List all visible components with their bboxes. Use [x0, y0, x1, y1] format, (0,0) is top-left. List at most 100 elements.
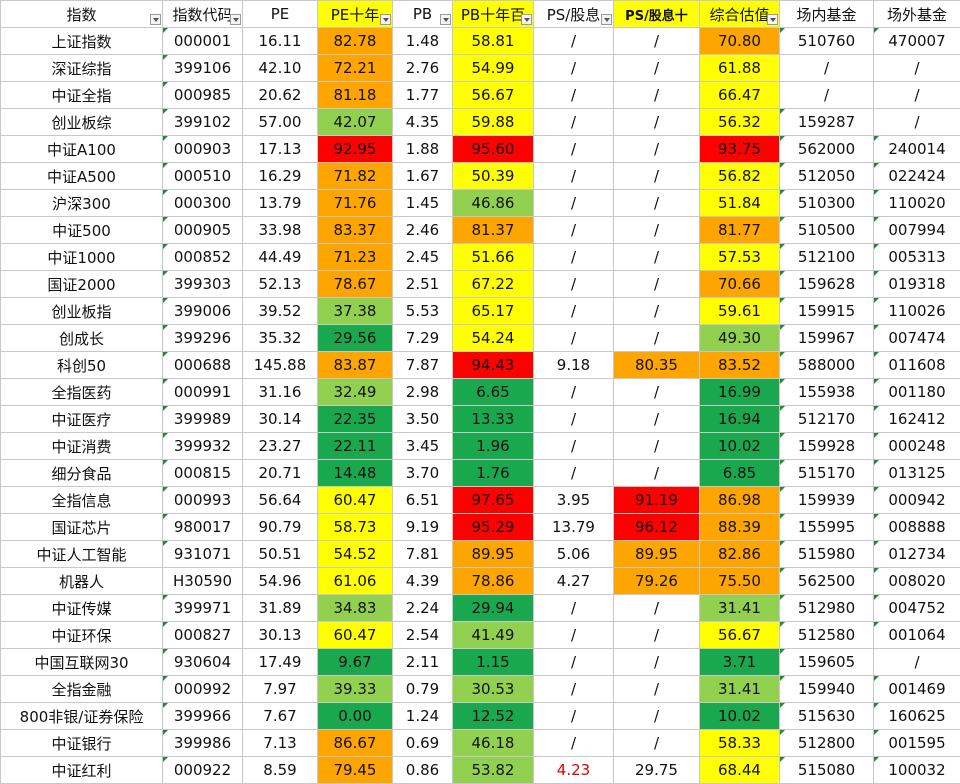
ps-dividend-10y-cell[interactable]: /	[614, 703, 700, 730]
pe-cell[interactable]: 50.51	[243, 541, 318, 568]
otc-fund-cell[interactable]: 000942	[874, 487, 960, 514]
ps-dividend-cell[interactable]: /	[534, 676, 614, 703]
pb-10y-percentile-cell[interactable]: 54.24	[453, 325, 534, 352]
index-code-cell[interactable]: 399303	[163, 271, 243, 298]
exchange-fund-cell[interactable]: 159287	[780, 109, 874, 136]
pb-cell[interactable]: 2.98	[393, 379, 453, 406]
exchange-fund-cell[interactable]: /	[780, 82, 874, 109]
index-code-cell[interactable]: 399986	[163, 730, 243, 757]
composite-score-cell[interactable]: 49.30	[700, 325, 780, 352]
ps-dividend-10y-cell[interactable]: /	[614, 298, 700, 325]
otc-fund-cell[interactable]: 008888	[874, 514, 960, 541]
pb-cell[interactable]: 2.76	[393, 55, 453, 82]
exchange-fund-cell[interactable]: 588000	[780, 352, 874, 379]
pb-10y-percentile-cell[interactable]: 1.15	[453, 649, 534, 676]
col-header-ps[interactable]: PS/股息	[534, 1, 614, 28]
ps-dividend-cell[interactable]: /	[534, 379, 614, 406]
otc-fund-cell[interactable]: /	[874, 82, 960, 109]
otc-fund-cell[interactable]: 162412	[874, 406, 960, 433]
pb-cell[interactable]: 0.86	[393, 757, 453, 784]
ps-dividend-cell[interactable]: /	[534, 109, 614, 136]
otc-fund-cell[interactable]: 019318	[874, 271, 960, 298]
pe-10y-percentile-cell[interactable]: 34.83	[318, 595, 393, 622]
otc-fund-cell[interactable]: 110020	[874, 190, 960, 217]
pb-cell[interactable]: 7.29	[393, 325, 453, 352]
index-code-cell[interactable]: 000001	[163, 28, 243, 55]
exchange-fund-cell[interactable]: 512800	[780, 730, 874, 757]
index-name-cell[interactable]: 沪深300	[1, 190, 163, 217]
pe-10y-percentile-cell[interactable]: 82.78	[318, 28, 393, 55]
exchange-fund-cell[interactable]: 512980	[780, 595, 874, 622]
ps-dividend-cell[interactable]: /	[534, 730, 614, 757]
composite-score-cell[interactable]: 6.85	[700, 460, 780, 487]
ps-dividend-10y-cell[interactable]: /	[614, 28, 700, 55]
col-header-pb[interactable]: PB	[393, 1, 453, 28]
exchange-fund-cell[interactable]: 159928	[780, 433, 874, 460]
pe-cell[interactable]: 8.59	[243, 757, 318, 784]
index-code-cell[interactable]: 000510	[163, 163, 243, 190]
pb-10y-percentile-cell[interactable]: 50.39	[453, 163, 534, 190]
exchange-fund-cell[interactable]: 562500	[780, 568, 874, 595]
exchange-fund-cell[interactable]: 515630	[780, 703, 874, 730]
pb-10y-percentile-cell[interactable]: 59.88	[453, 109, 534, 136]
col-header-pb-10y[interactable]: PB十年百	[453, 1, 534, 28]
ps-dividend-cell[interactable]: /	[534, 217, 614, 244]
otc-fund-cell[interactable]: 110026	[874, 298, 960, 325]
otc-fund-cell[interactable]: 007994	[874, 217, 960, 244]
pe-cell[interactable]: 31.16	[243, 379, 318, 406]
otc-fund-cell[interactable]: 000248	[874, 433, 960, 460]
exchange-fund-cell[interactable]: 515980	[780, 541, 874, 568]
ps-dividend-cell[interactable]: 3.95	[534, 487, 614, 514]
pb-cell[interactable]: 1.45	[393, 190, 453, 217]
pb-10y-percentile-cell[interactable]: 29.94	[453, 595, 534, 622]
index-code-cell[interactable]: 399989	[163, 406, 243, 433]
otc-fund-cell[interactable]: /	[874, 649, 960, 676]
otc-fund-cell[interactable]: 011608	[874, 352, 960, 379]
ps-dividend-10y-cell[interactable]: /	[614, 190, 700, 217]
index-code-cell[interactable]: 000903	[163, 136, 243, 163]
pb-10y-percentile-cell[interactable]: 53.82	[453, 757, 534, 784]
exchange-fund-cell[interactable]: 562000	[780, 136, 874, 163]
filter-dropdown-icon[interactable]	[767, 14, 778, 25]
pe-10y-percentile-cell[interactable]: 71.76	[318, 190, 393, 217]
otc-fund-cell[interactable]: 012734	[874, 541, 960, 568]
pb-cell[interactable]: 1.24	[393, 703, 453, 730]
otc-fund-cell[interactable]: 160625	[874, 703, 960, 730]
ps-dividend-cell[interactable]: 4.23	[534, 757, 614, 784]
ps-dividend-cell[interactable]: /	[534, 649, 614, 676]
index-code-cell[interactable]: 399966	[163, 703, 243, 730]
pb-cell[interactable]: 2.11	[393, 649, 453, 676]
pb-cell[interactable]: 3.50	[393, 406, 453, 433]
composite-score-cell[interactable]: 56.32	[700, 109, 780, 136]
pe-10y-percentile-cell[interactable]: 22.11	[318, 433, 393, 460]
exchange-fund-cell[interactable]: 159605	[780, 649, 874, 676]
index-name-cell[interactable]: 中国互联网30	[1, 649, 163, 676]
pe-cell[interactable]: 17.13	[243, 136, 318, 163]
index-name-cell[interactable]: 中证环保	[1, 622, 163, 649]
ps-dividend-10y-cell[interactable]: /	[614, 595, 700, 622]
composite-score-cell[interactable]: 88.39	[700, 514, 780, 541]
pb-10y-percentile-cell[interactable]: 95.29	[453, 514, 534, 541]
pe-10y-percentile-cell[interactable]: 83.87	[318, 352, 393, 379]
ps-dividend-10y-cell[interactable]: /	[614, 217, 700, 244]
exchange-fund-cell[interactable]: 515170	[780, 460, 874, 487]
pe-10y-percentile-cell[interactable]: 22.35	[318, 406, 393, 433]
exchange-fund-cell[interactable]: /	[780, 55, 874, 82]
pb-10y-percentile-cell[interactable]: 12.52	[453, 703, 534, 730]
pe-10y-percentile-cell[interactable]: 14.48	[318, 460, 393, 487]
ps-dividend-cell[interactable]: /	[534, 163, 614, 190]
index-code-cell[interactable]: 000992	[163, 676, 243, 703]
composite-score-cell[interactable]: 70.80	[700, 28, 780, 55]
otc-fund-cell[interactable]: 470007	[874, 28, 960, 55]
ps-dividend-10y-cell[interactable]: /	[614, 649, 700, 676]
pb-10y-percentile-cell[interactable]: 54.99	[453, 55, 534, 82]
pe-cell[interactable]: 7.67	[243, 703, 318, 730]
pe-10y-percentile-cell[interactable]: 72.21	[318, 55, 393, 82]
pe-10y-percentile-cell[interactable]: 42.07	[318, 109, 393, 136]
index-name-cell[interactable]: 中证1000	[1, 244, 163, 271]
index-name-cell[interactable]: 中证红利	[1, 757, 163, 784]
index-code-cell[interactable]: 000300	[163, 190, 243, 217]
index-name-cell[interactable]: 深证综指	[1, 55, 163, 82]
pb-10y-percentile-cell[interactable]: 78.86	[453, 568, 534, 595]
pb-cell[interactable]: 2.45	[393, 244, 453, 271]
